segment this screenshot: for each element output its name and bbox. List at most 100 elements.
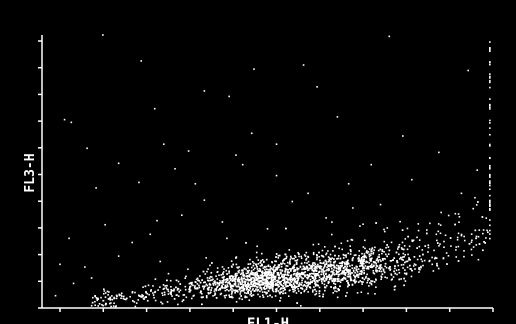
data-point xyxy=(272,276,274,278)
data-point xyxy=(318,255,320,258)
data-point xyxy=(237,279,239,282)
data-point xyxy=(327,280,330,283)
data-point xyxy=(457,260,460,262)
data-point xyxy=(251,285,253,288)
data-point xyxy=(398,271,401,274)
data-point xyxy=(481,216,484,218)
data-point xyxy=(264,272,266,274)
data-point-edge xyxy=(489,79,491,82)
data-point xyxy=(253,280,255,283)
data-point xyxy=(319,262,322,264)
data-point xyxy=(375,267,377,269)
x-axis-ticks xyxy=(59,308,494,312)
data-point xyxy=(114,305,117,308)
data-point-edge xyxy=(489,181,491,184)
data-point-edge xyxy=(489,205,491,208)
data-point xyxy=(293,277,296,280)
data-point xyxy=(215,288,218,290)
data-point xyxy=(166,301,169,303)
data-point xyxy=(279,277,282,279)
data-point-outlier xyxy=(438,151,440,154)
data-point xyxy=(395,269,398,272)
data-point xyxy=(272,274,274,276)
data-point xyxy=(277,272,280,274)
data-point xyxy=(226,285,229,288)
data-point xyxy=(375,269,378,272)
data-point xyxy=(363,271,365,274)
data-point xyxy=(270,274,273,276)
data-point xyxy=(306,269,309,272)
data-point xyxy=(245,275,247,278)
data-point xyxy=(224,278,227,281)
data-point xyxy=(329,261,332,263)
data-point xyxy=(341,277,344,280)
data-point xyxy=(111,298,114,301)
data-point xyxy=(230,260,233,262)
data-point xyxy=(357,274,359,276)
data-point xyxy=(344,265,346,268)
data-point xyxy=(279,282,281,285)
data-point xyxy=(166,284,168,287)
data-point xyxy=(327,256,330,258)
data-point xyxy=(145,290,147,293)
data-point xyxy=(313,274,316,277)
data-point xyxy=(385,253,387,256)
data-point xyxy=(339,267,342,270)
data-point xyxy=(284,277,286,279)
data-point xyxy=(307,274,310,277)
data-point xyxy=(294,256,297,258)
data-point xyxy=(364,247,366,250)
data-point xyxy=(251,260,254,263)
data-point xyxy=(307,291,309,293)
data-point xyxy=(221,280,224,282)
data-point xyxy=(339,257,342,260)
data-point-edge xyxy=(489,145,491,147)
data-point xyxy=(369,266,372,268)
data-point xyxy=(194,285,196,287)
data-point xyxy=(329,253,332,256)
data-point xyxy=(278,266,280,269)
data-point xyxy=(255,256,258,259)
data-point xyxy=(294,269,297,271)
data-point xyxy=(298,282,301,284)
data-point xyxy=(355,268,358,270)
data-point xyxy=(423,259,426,262)
data-point xyxy=(322,277,324,279)
data-point xyxy=(361,283,363,285)
data-point xyxy=(372,272,375,274)
data-point xyxy=(271,285,273,287)
data-point xyxy=(247,286,250,288)
data-point xyxy=(192,284,194,287)
data-point xyxy=(436,264,438,267)
data-point-edge xyxy=(489,119,491,122)
data-point xyxy=(204,273,207,275)
data-point xyxy=(137,299,140,301)
data-point xyxy=(290,284,292,287)
data-point xyxy=(247,263,250,266)
data-point xyxy=(403,245,406,247)
data-point xyxy=(249,286,251,289)
data-point xyxy=(247,266,249,269)
data-point xyxy=(265,270,267,273)
data-point xyxy=(379,264,381,267)
data-point xyxy=(475,204,478,206)
data-point xyxy=(349,269,351,271)
data-point xyxy=(327,276,330,278)
data-point xyxy=(342,257,345,259)
data-point xyxy=(403,272,406,275)
data-point xyxy=(356,266,358,268)
data-point xyxy=(285,265,288,267)
data-point xyxy=(311,281,313,284)
data-point xyxy=(349,273,352,275)
data-point-edge xyxy=(489,61,491,63)
data-point xyxy=(285,257,288,260)
data-point xyxy=(253,272,255,274)
data-point xyxy=(212,278,214,281)
data-point xyxy=(289,258,292,261)
data-point xyxy=(102,304,104,307)
data-point xyxy=(412,265,415,267)
data-point xyxy=(344,263,346,265)
data-point xyxy=(362,260,365,263)
data-point xyxy=(279,292,281,295)
data-point xyxy=(347,262,349,264)
